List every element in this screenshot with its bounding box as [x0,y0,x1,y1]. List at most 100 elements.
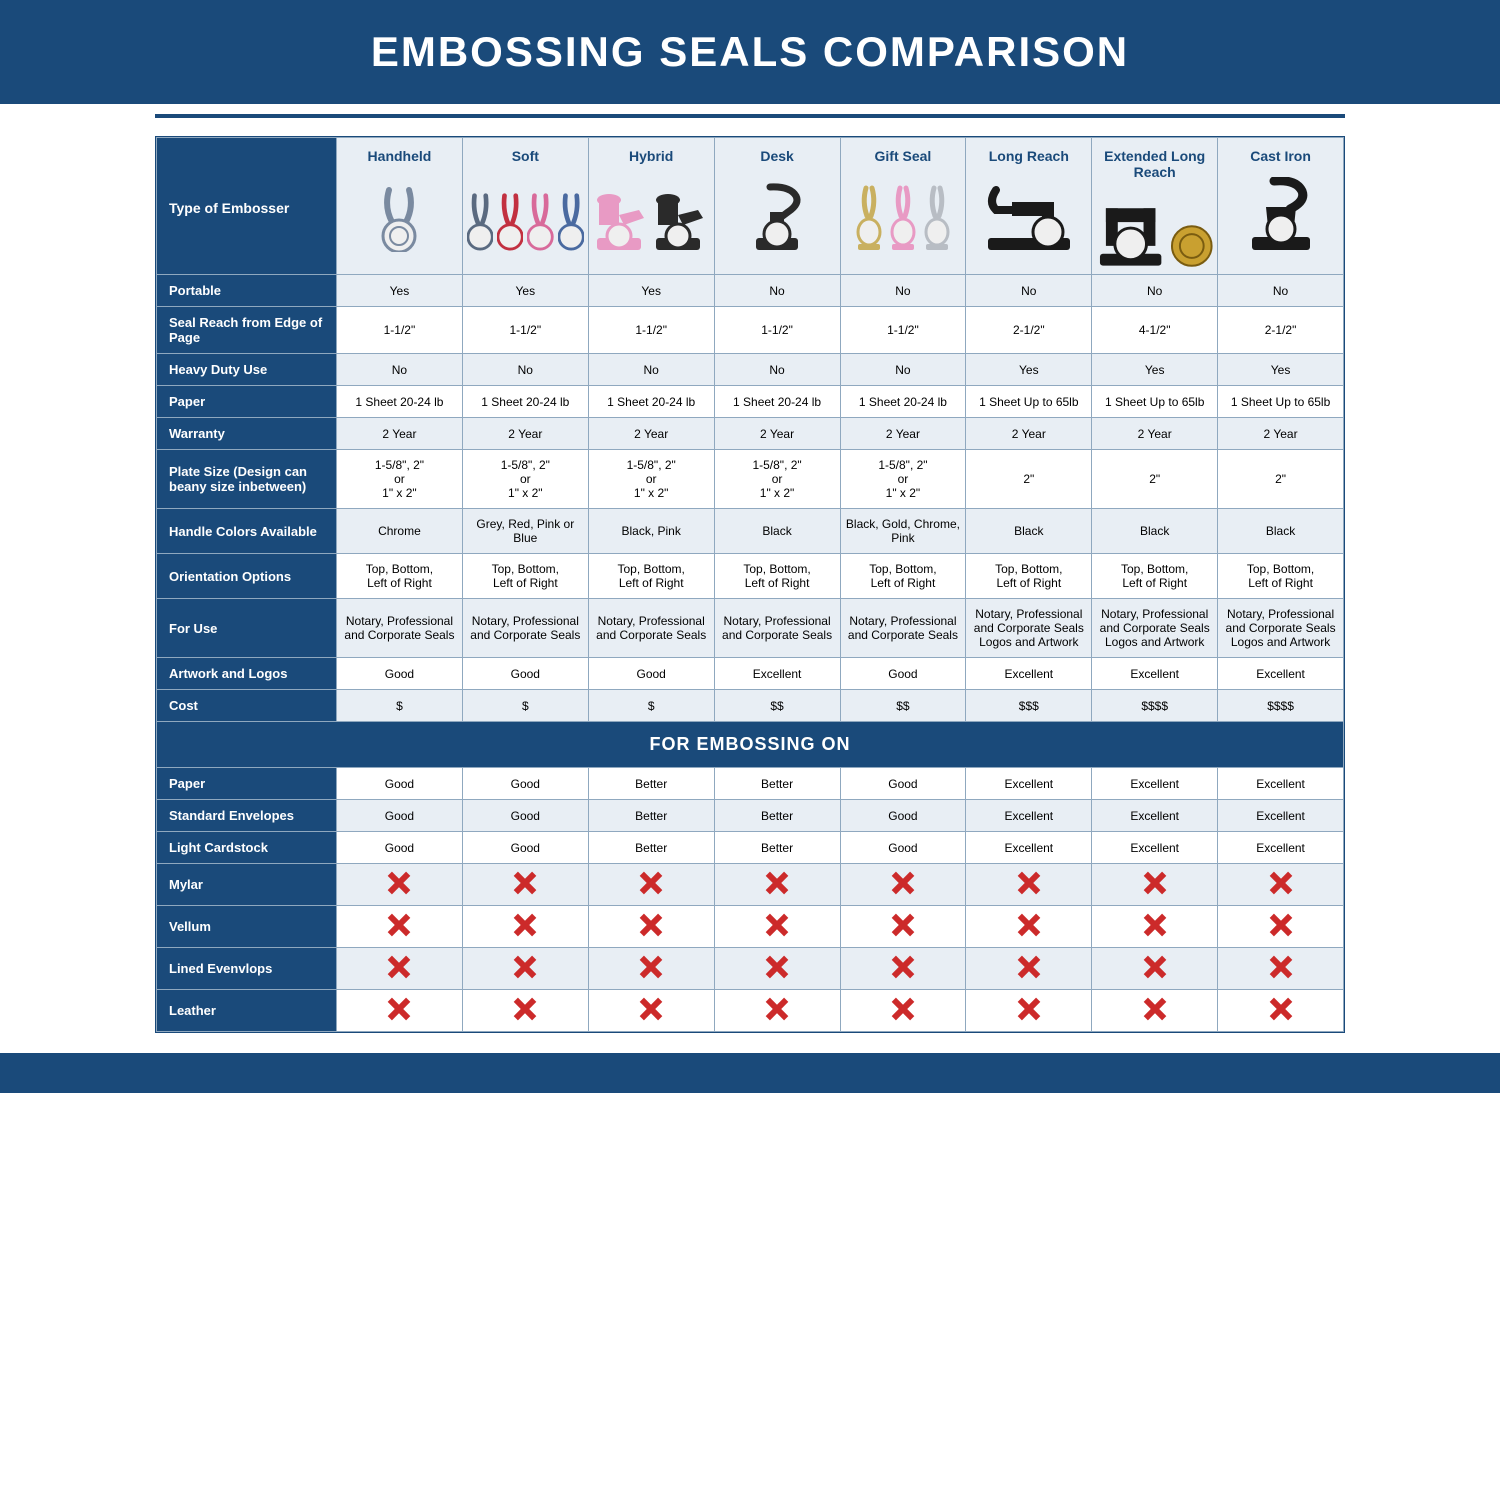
table-cell: Excellent [1218,832,1344,864]
table-body-materials: PaperGoodGoodBetterBetterGoodExcellentEx… [157,768,1344,1032]
table-cell: No [966,275,1092,307]
column-header: Hybrid [588,138,714,275]
cross-icon [640,872,662,894]
table-cell: Notary, Professional and Corporate Seals [337,599,463,658]
table-cell [462,864,588,906]
cross-icon [514,956,536,978]
table-cell: Good [462,658,588,690]
table-cell: Better [714,768,840,800]
row-label: Lined Evenvlops [157,948,337,990]
table-cell: Black [1092,509,1218,554]
column-header: Handheld [337,138,463,275]
cross-icon [514,998,536,1020]
table-cell: $$ [714,690,840,722]
table-cell: 2-1/2" [966,307,1092,354]
table-cell: 1-5/8", 2" or 1" x 2" [337,450,463,509]
row-label: Plate Size (Design can beany size inbetw… [157,450,337,509]
table-cell: 2 Year [966,418,1092,450]
cross-icon [388,914,410,936]
table-cell [1218,864,1344,906]
column-label: Soft [467,148,584,164]
table-row: Orientation Options Top, Bottom, Left of … [157,554,1344,599]
row-label: Heavy Duty Use [157,354,337,386]
table-cell: No [840,275,966,307]
table-cell: Chrome [337,509,463,554]
table-cell: Good [840,768,966,800]
table-cell: 1-5/8", 2" or 1" x 2" [588,450,714,509]
table-cell: Black [1218,509,1344,554]
cross-icon [892,914,914,936]
cross-icon [1018,872,1040,894]
table-cell [337,906,463,948]
table-cell: 1 Sheet 20-24 lb [588,386,714,418]
table-cell: 2 Year [588,418,714,450]
table-cell: Excellent [1218,658,1344,690]
table-cell [714,990,840,1032]
cross-icon [1144,914,1166,936]
table-cell: No [714,275,840,307]
table-cell: No [714,354,840,386]
table-cell: 1 Sheet Up to 65lb [1218,386,1344,418]
table-cell: Yes [1092,354,1218,386]
table-row: Heavy Duty UseNoNoNoNoNoYesYesYes [157,354,1344,386]
cross-icon [388,872,410,894]
embossing-on-header: FOR EMBOSSING ON [157,722,1344,768]
table-cell: Good [588,658,714,690]
table-body-main: PortableYesYesYesNoNoNoNoNoSeal Reach fr… [157,275,1344,722]
row-label: Light Cardstock [157,832,337,864]
table-cell [462,906,588,948]
row-label: Handle Colors Available [157,509,337,554]
table-cell [1218,906,1344,948]
table-cell: 2 Year [1092,418,1218,450]
table-cell: Notary, Professional and Corporate Seals… [1092,599,1218,658]
table-cell [337,864,463,906]
cross-icon [892,872,914,894]
table-cell: Better [714,832,840,864]
table-cell: Better [588,768,714,800]
embosser-icon [467,172,584,252]
table-cell [1092,906,1218,948]
table-cell: Yes [337,275,463,307]
cross-icon [514,914,536,936]
table-row: Plate Size (Design can beany size inbetw… [157,450,1344,509]
table-cell: Better [588,832,714,864]
table-cell: Top, Bottom, Left of Right [462,554,588,599]
table-cell: 2 Year [840,418,966,450]
row-label: Seal Reach from Edge of Page [157,307,337,354]
table-cell: 1 Sheet 20-24 lb [714,386,840,418]
column-header: Cast Iron [1218,138,1344,275]
table-cell: 2 Year [337,418,463,450]
cross-icon [1270,914,1292,936]
table-row: Seal Reach from Edge of Page1-1/2"1-1/2"… [157,307,1344,354]
cross-icon [766,914,788,936]
cross-icon [892,998,914,1020]
table-cell: Notary, Professional and Corporate Seals [588,599,714,658]
column-label: Gift Seal [845,148,962,164]
table-cell: No [337,354,463,386]
row-label: Leather [157,990,337,1032]
table-cell: Good [462,832,588,864]
table-cell [1218,948,1344,990]
column-label: Desk [719,148,836,164]
table-cell: No [588,354,714,386]
column-header: Long Reach [966,138,1092,275]
table-cell: Good [337,768,463,800]
table-cell: $ [588,690,714,722]
table-cell: No [840,354,966,386]
embosser-icon [341,172,458,252]
table-cell [588,864,714,906]
cross-icon [1270,872,1292,894]
table-cell [714,948,840,990]
table-row: Paper1 Sheet 20-24 lb1 Sheet 20-24 lb1 S… [157,386,1344,418]
table-cell: $$$ [966,690,1092,722]
table-row: Vellum [157,906,1344,948]
table-cell [337,948,463,990]
table-cell: No [1092,275,1218,307]
cross-icon [640,914,662,936]
table-cell: 2 Year [714,418,840,450]
table-cell: Notary, Professional and Corporate Seals… [1218,599,1344,658]
embosser-icon [845,172,962,252]
row-label: Orientation Options [157,554,337,599]
table-cell [462,990,588,1032]
row-label: Portable [157,275,337,307]
